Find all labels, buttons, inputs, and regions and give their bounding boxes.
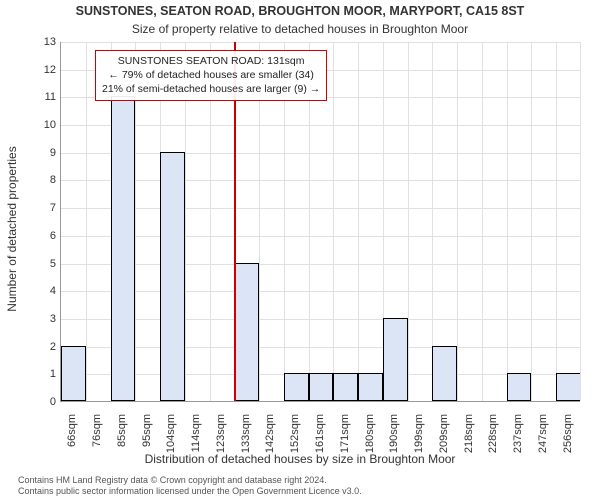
gridline-horizontal [61,42,580,43]
annotation-line-2: ← 79% of detached houses are smaller (34… [102,68,320,82]
histogram-bar [284,373,309,401]
y-tick-label: 5 [36,258,56,270]
histogram-bar [111,96,136,401]
gridline-vertical [507,42,508,401]
y-tick-label: 11 [36,91,56,103]
y-tick-label: 0 [36,396,56,408]
y-tick-label: 4 [36,285,56,297]
chart-container: SUNSTONES, SEATON ROAD, BROUGHTON MOOR, … [0,0,600,500]
gridline-vertical [333,42,334,401]
gridline-horizontal [61,153,580,154]
chart-title-sub: Size of property relative to detached ho… [0,22,600,36]
annotation-box: SUNSTONES SEATON ROAD: 131sqm← 79% of de… [95,50,327,101]
gridline-vertical [408,42,409,401]
gridline-horizontal [61,291,580,292]
y-tick-label: 6 [36,230,56,242]
gridline-vertical [482,42,483,401]
x-axis-label: Distribution of detached houses by size … [0,452,600,466]
histogram-bar [234,263,259,401]
histogram-bar [358,373,383,401]
y-tick-label: 1 [36,368,56,380]
y-axis-label: Number of detached properties [5,64,19,229]
gridline-horizontal [61,180,580,181]
y-tick-label: 8 [36,174,56,186]
y-tick-label: 10 [36,119,56,131]
footer-attribution: Contains HM Land Registry data © Crown c… [18,475,362,497]
gridline-vertical [531,42,532,401]
y-tick-label: 12 [36,64,56,76]
histogram-bar [61,346,86,401]
gridline-horizontal [61,347,580,348]
histogram-bar [309,373,334,401]
gridline-horizontal [61,264,580,265]
histogram-bar [556,373,581,401]
y-tick-label: 7 [36,202,56,214]
gridline-horizontal [61,208,580,209]
annotation-line-1: SUNSTONES SEATON ROAD: 131sqm [102,54,320,68]
gridline-vertical [457,42,458,401]
histogram-bar [507,373,532,401]
histogram-bar [160,152,185,401]
chart-title-main: SUNSTONES, SEATON ROAD, BROUGHTON MOOR, … [0,4,600,18]
y-tick-label: 3 [36,313,56,325]
gridline-vertical [556,42,557,401]
annotation-line-3: 21% of semi-detached houses are larger (… [102,82,320,96]
histogram-bar [432,346,457,401]
gridline-vertical [580,42,581,401]
gridline-horizontal [61,236,580,237]
y-tick-label: 13 [36,36,56,48]
gridline-horizontal [61,319,580,320]
gridline-vertical [86,42,87,401]
y-tick-label: 2 [36,341,56,353]
gridline-vertical [358,42,359,401]
gridline-horizontal [61,125,580,126]
histogram-bar [333,373,358,401]
footer-line-2: Contains public sector information licen… [18,486,362,497]
footer-line-1: Contains HM Land Registry data © Crown c… [18,475,362,486]
y-tick-label: 9 [36,147,56,159]
histogram-bar [383,318,408,401]
